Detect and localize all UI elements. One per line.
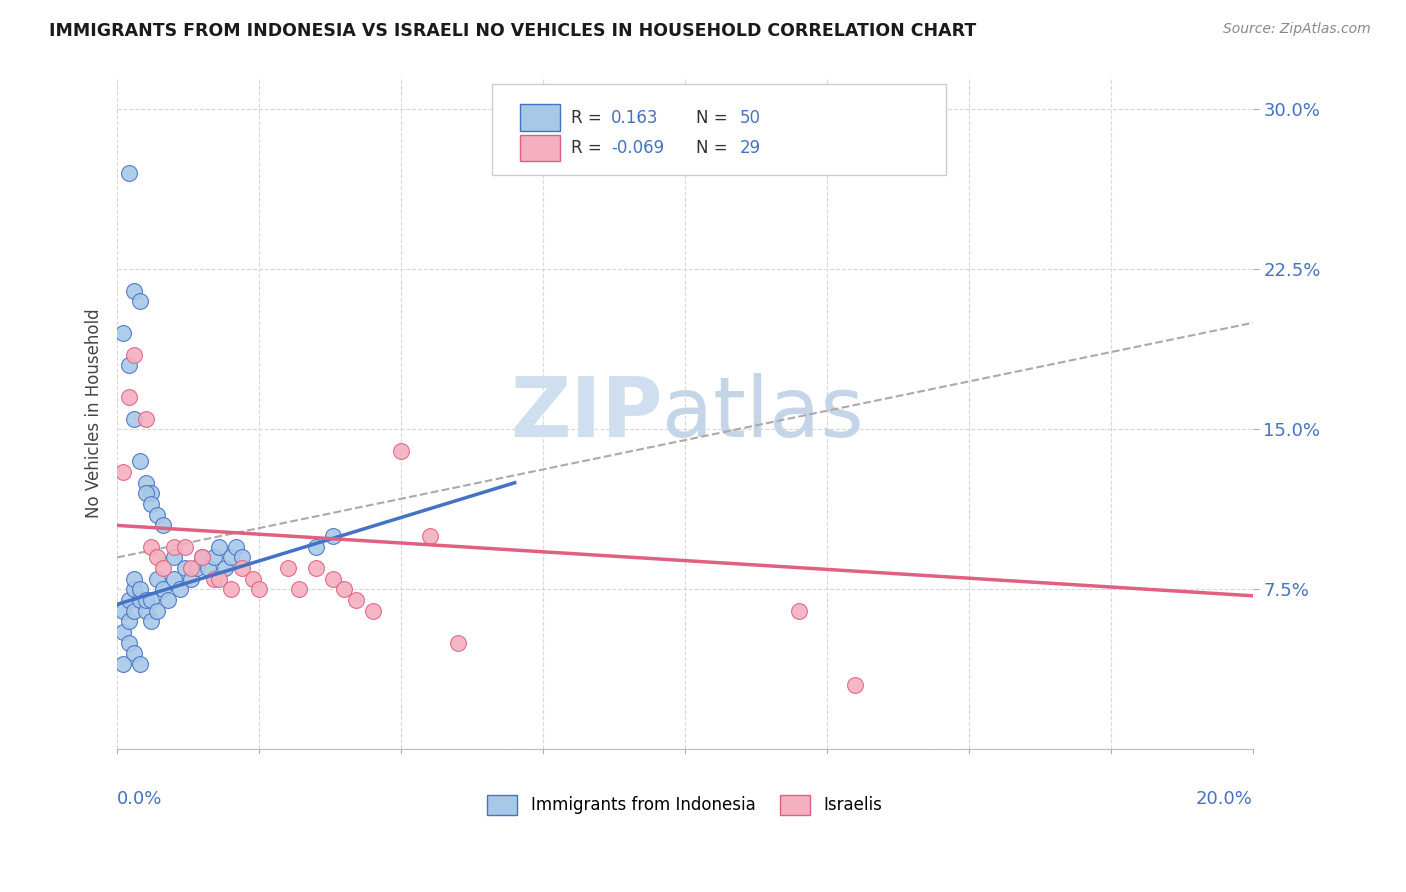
Text: -0.069: -0.069 xyxy=(612,139,665,157)
Text: N =: N = xyxy=(696,139,734,157)
Point xyxy=(135,486,157,500)
Point xyxy=(135,475,157,490)
Point xyxy=(163,540,186,554)
Point xyxy=(202,550,225,565)
Point xyxy=(447,636,470,650)
Point xyxy=(122,582,145,597)
Point xyxy=(135,604,157,618)
Point xyxy=(117,391,139,405)
Point xyxy=(186,561,208,575)
Text: 20.0%: 20.0% xyxy=(1197,789,1253,808)
Point xyxy=(191,550,214,565)
Text: 29: 29 xyxy=(740,139,761,157)
Point xyxy=(129,582,152,597)
Point xyxy=(157,593,180,607)
Point xyxy=(141,615,163,629)
Point xyxy=(214,561,236,575)
Point xyxy=(305,561,328,575)
Point xyxy=(146,572,169,586)
Point xyxy=(117,359,139,373)
Point xyxy=(146,508,169,522)
Point xyxy=(361,604,384,618)
Point xyxy=(111,625,134,640)
Point xyxy=(122,411,145,425)
Point xyxy=(322,572,344,586)
Point xyxy=(152,561,174,575)
Point xyxy=(152,518,174,533)
Point xyxy=(389,443,412,458)
Point xyxy=(111,465,134,479)
Point xyxy=(169,582,191,597)
Point xyxy=(111,326,134,341)
Point xyxy=(146,550,169,565)
Point xyxy=(180,561,202,575)
Point xyxy=(180,572,202,586)
Point xyxy=(117,166,139,180)
Point xyxy=(129,454,152,468)
Point xyxy=(219,582,242,597)
Point xyxy=(305,540,328,554)
Legend: Immigrants from Indonesia, Israelis: Immigrants from Indonesia, Israelis xyxy=(481,788,890,822)
Point xyxy=(135,411,157,425)
Point xyxy=(129,593,152,607)
Point xyxy=(202,572,225,586)
Point xyxy=(225,540,247,554)
Text: Source: ZipAtlas.com: Source: ZipAtlas.com xyxy=(1223,22,1371,37)
Point xyxy=(163,550,186,565)
Point xyxy=(122,604,145,618)
Point xyxy=(333,582,356,597)
Point xyxy=(844,678,866,692)
Text: ZIP: ZIP xyxy=(510,373,662,454)
Point xyxy=(787,604,810,618)
Point xyxy=(174,561,197,575)
Point xyxy=(163,572,186,586)
Point xyxy=(231,550,253,565)
Point xyxy=(231,561,253,575)
Text: N =: N = xyxy=(696,109,734,127)
Point xyxy=(122,348,145,362)
Text: 0.163: 0.163 xyxy=(612,109,659,127)
Text: 50: 50 xyxy=(740,109,761,127)
Point xyxy=(122,647,145,661)
Point xyxy=(344,593,367,607)
Point xyxy=(141,593,163,607)
Point xyxy=(141,486,163,500)
Point xyxy=(418,529,440,543)
FancyBboxPatch shape xyxy=(520,104,560,131)
Point xyxy=(152,582,174,597)
Point xyxy=(219,550,242,565)
Point xyxy=(277,561,299,575)
Y-axis label: No Vehicles in Household: No Vehicles in Household xyxy=(86,309,103,518)
Point xyxy=(174,540,197,554)
Point xyxy=(247,582,270,597)
Text: R =: R = xyxy=(571,139,607,157)
Text: R =: R = xyxy=(571,109,607,127)
Point xyxy=(208,572,231,586)
Point xyxy=(197,561,219,575)
Point xyxy=(117,615,139,629)
Point xyxy=(129,657,152,671)
Text: 0.0%: 0.0% xyxy=(117,789,163,808)
Point xyxy=(129,294,152,309)
Point xyxy=(117,636,139,650)
Point xyxy=(208,540,231,554)
Point xyxy=(117,593,139,607)
Point xyxy=(322,529,344,543)
Point xyxy=(122,284,145,298)
Point xyxy=(242,572,264,586)
Point xyxy=(191,550,214,565)
Point xyxy=(288,582,311,597)
Text: IMMIGRANTS FROM INDONESIA VS ISRAELI NO VEHICLES IN HOUSEHOLD CORRELATION CHART: IMMIGRANTS FROM INDONESIA VS ISRAELI NO … xyxy=(49,22,976,40)
Point xyxy=(141,540,163,554)
FancyBboxPatch shape xyxy=(492,84,946,175)
Point xyxy=(111,657,134,671)
Point xyxy=(111,604,134,618)
Point xyxy=(146,604,169,618)
Point xyxy=(141,497,163,511)
Point xyxy=(135,593,157,607)
Point xyxy=(122,572,145,586)
Text: atlas: atlas xyxy=(662,373,865,454)
FancyBboxPatch shape xyxy=(520,135,560,161)
